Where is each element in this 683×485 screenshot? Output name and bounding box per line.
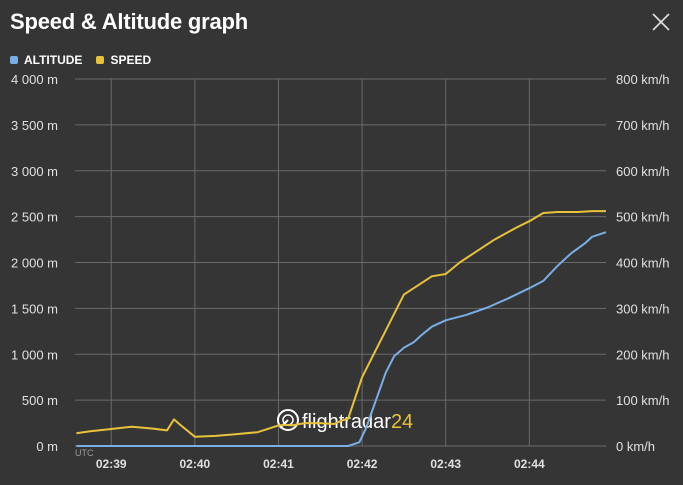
legend: ALTITUDE SPEED: [10, 53, 151, 67]
y-tick-label-left: 2 500 m: [11, 210, 58, 225]
y-tick-label-right: 500 km/h: [616, 210, 669, 225]
y-tick-label-left: 500 m: [22, 393, 58, 408]
y-tick-label-left: 4 000 m: [11, 72, 58, 87]
y-tick-label-left: 2 000 m: [11, 256, 58, 271]
legend-swatch-speed: [96, 56, 105, 64]
legend-item-speed[interactable]: SPEED: [96, 53, 151, 67]
series-line-speed: [76, 210, 606, 438]
watermark-number: 24: [391, 411, 413, 433]
legend-item-altitude[interactable]: ALTITUDE: [10, 53, 82, 67]
y-tick-label-right: 100 km/h: [616, 393, 669, 408]
page-title: Speed & Altitude graph: [10, 9, 249, 34]
y-tick-label-right: 400 km/h: [616, 256, 669, 271]
legend-swatch-altitude: [10, 56, 18, 64]
y-tick-label-right: 600 km/h: [616, 164, 669, 179]
close-icon[interactable]: [649, 10, 673, 34]
legend-label-altitude: ALTITUDE: [24, 53, 83, 67]
x-tick-label: 02:41: [263, 457, 294, 471]
legend-label-speed: SPEED: [110, 53, 152, 67]
y-tick-label-left: 3 500 m: [11, 118, 58, 133]
series-line-altitude: [76, 231, 607, 447]
watermark-text: flightradar24: [302, 411, 413, 433]
close-button[interactable]: [649, 10, 673, 34]
x-tick-label: 02:43: [430, 457, 461, 471]
y-tick-label-left: 1 500 m: [11, 301, 58, 316]
x-tick-label: 02:39: [96, 457, 127, 471]
y-tick-label-left: 1 000 m: [11, 347, 58, 362]
y-tick-label-right: 300 km/h: [616, 301, 669, 316]
x-tick-label: 02:44: [514, 457, 545, 471]
x-tick-label: 02:42: [347, 457, 378, 471]
x-tick-label: 02:40: [180, 457, 211, 471]
y-tick-label-left: 3 000 m: [11, 164, 58, 179]
y-tick-label-right: 0 km/h: [616, 439, 655, 454]
y-tick-label-left: 0 m: [36, 439, 58, 454]
radar-logo-icon: [277, 409, 299, 431]
y-tick-label-right: 200 km/h: [616, 347, 669, 362]
x-unit-label: UTC: [75, 448, 94, 458]
y-tick-label-right: 700 km/h: [616, 118, 669, 133]
y-tick-label-right: 800 km/h: [616, 72, 669, 87]
